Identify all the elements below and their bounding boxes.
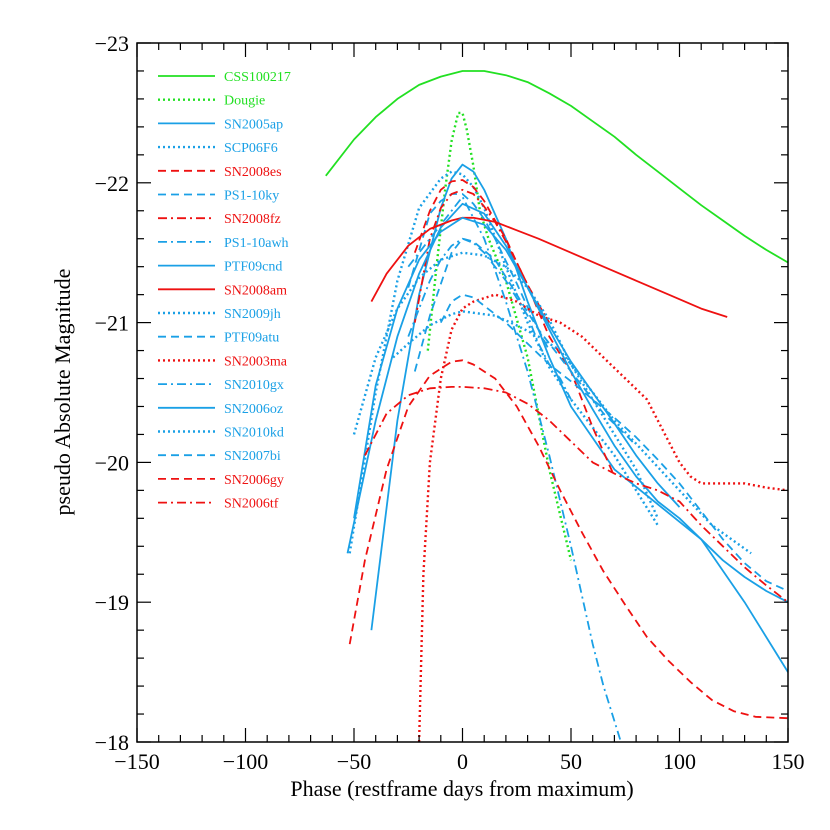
legend-label: PTF09cnd xyxy=(224,260,282,275)
legend-label: SN2006tf xyxy=(224,497,279,512)
legend-label: SN2010gx xyxy=(224,378,284,393)
legend-label: SN2006oz xyxy=(224,402,283,417)
y-tick-label: −21 xyxy=(95,311,129,336)
series-line-ps1-10awh xyxy=(407,195,622,742)
series-line-sn2003ma xyxy=(417,293,788,742)
series-line-sn2010kd xyxy=(352,251,659,519)
legend-label: PS1-10ky xyxy=(224,189,279,204)
axis-ticks: −150 −100 −50 0 50 100 150 −18 −19 −20 −21 −22 −23 xyxy=(95,31,805,774)
legend-label: CSS100217 xyxy=(224,70,291,85)
x-axis-title: Phase (restframe days from maximum) xyxy=(290,776,633,801)
x-tick-label: −50 xyxy=(337,749,371,774)
legend-label: SN2010kd xyxy=(224,426,284,441)
legend-label: PS1-10awh xyxy=(224,236,289,251)
series-line-sn2009jh xyxy=(392,310,752,555)
series-line-sn2005ap xyxy=(370,163,788,673)
legend-label: SN2006gy xyxy=(224,473,284,488)
y-tick-label: −23 xyxy=(95,31,129,56)
legend-label: SCP06F6 xyxy=(224,141,278,156)
legend-label: SN2007bi xyxy=(224,449,281,464)
series-line-ptf09atu xyxy=(413,237,637,447)
legend-label: SN2008es xyxy=(224,165,282,180)
series-line-scp06f6 xyxy=(348,170,659,554)
legend-label: SN2008fz xyxy=(224,212,281,227)
y-tick-label: −19 xyxy=(95,590,129,615)
legend-label: SN2003ma xyxy=(224,354,288,369)
legend: CSS100217 Dougie SN2005ap SCP06F6 SN2008es PS… xyxy=(158,70,291,512)
series-line-sn2006gy xyxy=(348,359,788,720)
series-line-ps1-10ky xyxy=(407,193,551,352)
x-tick-label: 150 xyxy=(772,749,805,774)
legend-label: SN2009jh xyxy=(224,307,281,322)
series-line-sn2008fz xyxy=(413,188,551,324)
series-line-css100217 xyxy=(325,70,788,264)
series-line-sn2008es xyxy=(413,179,616,477)
y-tick-label: −18 xyxy=(95,730,129,755)
x-tick-label: −100 xyxy=(223,749,268,774)
series-line-sn2007bi xyxy=(439,293,788,592)
legend-label: PTF09atu xyxy=(224,331,279,346)
series-line-ptf09cnd xyxy=(346,202,788,603)
x-tick-label: 0 xyxy=(457,749,468,774)
legend-label: SN2008am xyxy=(224,283,287,298)
legend-label: SN2005ap xyxy=(224,117,283,132)
x-tick-label: 50 xyxy=(560,749,582,774)
x-tick-label: −150 xyxy=(114,749,159,774)
x-tick-label: 100 xyxy=(663,749,696,774)
y-tick-label: −22 xyxy=(95,171,129,196)
y-axis-title: pseudo Absolute Magnitude xyxy=(50,269,75,516)
series-line-sn2006oz xyxy=(353,216,681,519)
series-line-sn2008am xyxy=(370,216,728,318)
legend-label: Dougie xyxy=(224,94,265,109)
series-layer xyxy=(325,70,788,742)
y-tick-label: −20 xyxy=(95,450,129,475)
